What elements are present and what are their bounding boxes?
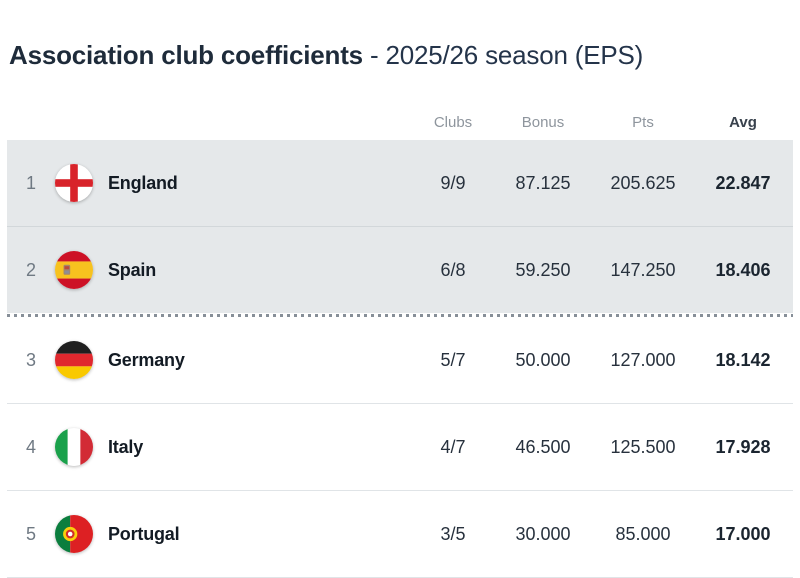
table-header-row: Clubs Bonus Pts Avg (7, 114, 793, 140)
clubs-value: 9/9 (440, 172, 466, 193)
table-body: 1 England 9/9 87.125 205.625 22.847 2 Sp… (7, 140, 793, 578)
avg-value: 18.406 (715, 259, 771, 280)
rank-number: 3 (25, 349, 36, 370)
clubs-value: 3/5 (440, 523, 466, 544)
header-avg: Avg (729, 114, 757, 131)
avg-value: 17.928 (715, 436, 771, 457)
bonus-value: 59.250 (515, 259, 571, 280)
clubs-value: 5/7 (440, 349, 466, 370)
england-flag-icon (55, 164, 93, 202)
portugal-flag-icon (55, 515, 93, 553)
rank-number: 1 (25, 172, 36, 193)
rank-number: 5 (25, 523, 36, 544)
table-row-portugal[interactable]: 5 Portugal 3/5 30.000 85.000 17.000 (7, 491, 793, 578)
avg-value: 22.847 (715, 172, 771, 193)
country-name: Portugal (108, 523, 180, 544)
avg-value: 17.000 (715, 523, 771, 544)
pts-value: 127.000 (610, 349, 676, 370)
bonus-value: 50.000 (515, 349, 571, 370)
clubs-value: 4/7 (440, 436, 466, 457)
pts-value: 147.250 (610, 259, 676, 280)
country-name: Italy (108, 436, 144, 457)
pts-value: 125.500 (610, 436, 676, 457)
coefficients-table: Clubs Bonus Pts Avg 1 England 9/9 87.125… (7, 114, 793, 578)
qualification-cutoff-divider (7, 314, 793, 317)
pts-value: 205.625 (610, 172, 676, 193)
page-title-season: - 2025/26 season (EPS) (369, 40, 644, 70)
page-title: Association club coefficients - 2025/26 … (9, 41, 793, 69)
avg-value: 18.142 (715, 349, 771, 370)
spain-flag-icon (55, 251, 93, 289)
header-clubs: Clubs (433, 114, 473, 131)
country-name: Germany (108, 349, 185, 370)
country-name: Spain (108, 259, 157, 280)
bonus-value: 46.500 (515, 436, 571, 457)
header-bonus: Bonus (521, 114, 565, 131)
rank-number: 4 (25, 436, 36, 457)
germany-flag-icon (55, 341, 93, 379)
pts-value: 85.000 (615, 523, 671, 544)
bonus-value: 30.000 (515, 523, 571, 544)
rank-number: 2 (25, 259, 36, 280)
italy-flag-icon (55, 428, 93, 466)
table-row-italy[interactable]: 4 Italy 4/7 46.500 125.500 17.928 (7, 404, 793, 491)
header-pts: Pts (632, 114, 654, 131)
table-row-germany[interactable]: 3 Germany 5/7 50.000 127.000 18.142 (7, 317, 793, 404)
page-title-main: Association club coefficients (9, 40, 363, 70)
table-row-england[interactable]: 1 England 9/9 87.125 205.625 22.847 (7, 140, 793, 226)
clubs-value: 6/8 (440, 259, 466, 280)
country-name: England (108, 172, 178, 193)
table-row-spain[interactable]: 2 Spain 6/8 59.250 147.250 18.406 (7, 226, 793, 313)
bonus-value: 87.125 (515, 172, 571, 193)
